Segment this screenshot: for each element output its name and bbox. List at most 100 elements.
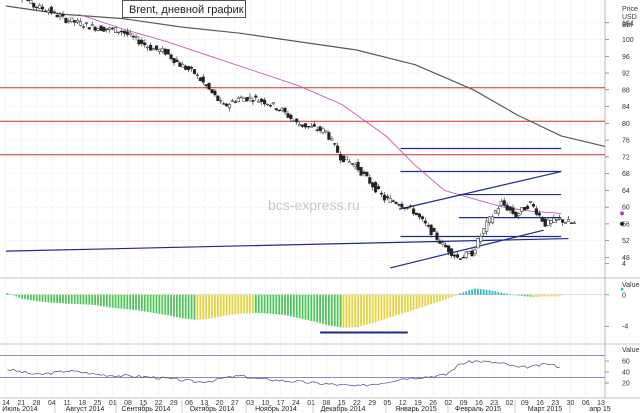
osc-bar	[173, 294, 175, 317]
osc-bar	[161, 294, 164, 315]
osc-bar	[126, 294, 129, 310]
candle-body	[26, 0, 30, 1]
candle-body	[385, 196, 389, 199]
osc-bar	[105, 294, 108, 307]
candle-body	[376, 186, 381, 190]
day-tick-label: 16	[475, 400, 483, 407]
day-tick-label: 14	[2, 400, 10, 407]
candle-body	[32, 2, 36, 8]
day-tick-label: 23	[490, 400, 498, 407]
ma-long-line	[5, 5, 606, 147]
candle-body	[283, 107, 287, 113]
osc-bar	[482, 289, 485, 295]
candle-body	[315, 129, 319, 131]
candle-body	[210, 89, 214, 93]
candle-body	[347, 161, 351, 163]
osc-bar	[193, 294, 196, 320]
osc-bar	[351, 294, 354, 328]
last-ma-marker	[620, 211, 624, 216]
candle-body	[467, 251, 471, 255]
oscillator-panel	[6, 288, 605, 334]
month-label: Июль 2014	[2, 406, 37, 413]
candle-body	[254, 95, 258, 98]
osc-bar	[365, 294, 368, 325]
osc-bar	[386, 294, 389, 319]
osc-bar	[254, 294, 257, 313]
candle-body	[321, 128, 325, 133]
candle-body	[157, 49, 161, 52]
osc-bar	[252, 294, 254, 314]
osc-bar	[243, 294, 246, 314]
osc-bar	[15, 294, 18, 297]
candle-body	[265, 103, 270, 106]
osc-bar	[6, 293, 9, 295]
osc-bar	[18, 294, 21, 298]
candle-body	[417, 213, 422, 218]
osc-bar	[415, 294, 418, 309]
osc-bar	[21, 294, 23, 299]
candle-body	[289, 114, 293, 120]
osc-bar	[529, 294, 532, 297]
candle-body	[102, 27, 106, 32]
day-tick-label: 11	[63, 400, 70, 407]
candle-body	[233, 101, 237, 103]
candle-body	[382, 194, 386, 201]
osc-bar	[547, 294, 549, 297]
osc-bar	[298, 294, 301, 319]
osc-bar	[357, 294, 359, 327]
osc-bar	[330, 294, 333, 326]
candle-body	[426, 225, 430, 227]
candle-body	[470, 250, 474, 257]
day-tick-label: 01	[109, 400, 117, 407]
osc-bar	[444, 294, 447, 300]
osc-bar	[44, 294, 47, 303]
candle-body	[251, 100, 255, 102]
candle-body	[526, 205, 530, 209]
candle-body	[473, 249, 477, 255]
osc-bar	[392, 294, 395, 317]
osc-bar	[222, 294, 225, 316]
day-tick-label: 25	[94, 400, 102, 407]
watermark: bcs-express.ru	[268, 197, 360, 213]
candle-body	[458, 258, 462, 260]
candle-body	[216, 95, 220, 101]
osc-bar	[345, 294, 348, 328]
candle-body	[531, 204, 535, 207]
price-panel	[0, 0, 606, 269]
osc-bar	[196, 294, 199, 320]
osc-bar	[167, 294, 170, 316]
osc-bar	[474, 288, 476, 295]
osc-bar	[412, 294, 415, 310]
osc-bar	[88, 294, 91, 305]
candle-body	[163, 48, 167, 55]
osc-bar	[149, 294, 152, 313]
month-label: Сентябрь 2014	[122, 405, 171, 413]
osc-bar	[275, 294, 278, 315]
osc-bar	[56, 294, 59, 303]
osc-bar	[152, 294, 155, 313]
candle-body	[482, 228, 486, 234]
osc-bar	[520, 294, 523, 296]
osc-bar	[406, 294, 409, 312]
osc-bar	[32, 294, 35, 301]
day-tick-label: 09	[521, 400, 529, 407]
price-tick-label: 72	[622, 154, 630, 161]
day-tick-label: 03	[246, 400, 254, 407]
osc-bar	[260, 294, 263, 314]
candle-body	[330, 138, 334, 141]
osc-bar	[47, 294, 50, 303]
candle-body	[362, 171, 366, 174]
osc-bar	[263, 294, 266, 314]
candle-body	[359, 166, 363, 176]
candle-body	[295, 118, 299, 123]
candle-body	[546, 219, 550, 226]
osc-bar	[170, 294, 172, 316]
osc-bar	[82, 294, 85, 305]
candle-body	[432, 227, 436, 232]
candle-body	[476, 238, 480, 249]
candle-body	[119, 30, 123, 33]
osc-bar	[389, 294, 392, 318]
candle-body	[35, 6, 39, 9]
candle-body	[230, 100, 235, 102]
osc-bar	[246, 294, 248, 314]
